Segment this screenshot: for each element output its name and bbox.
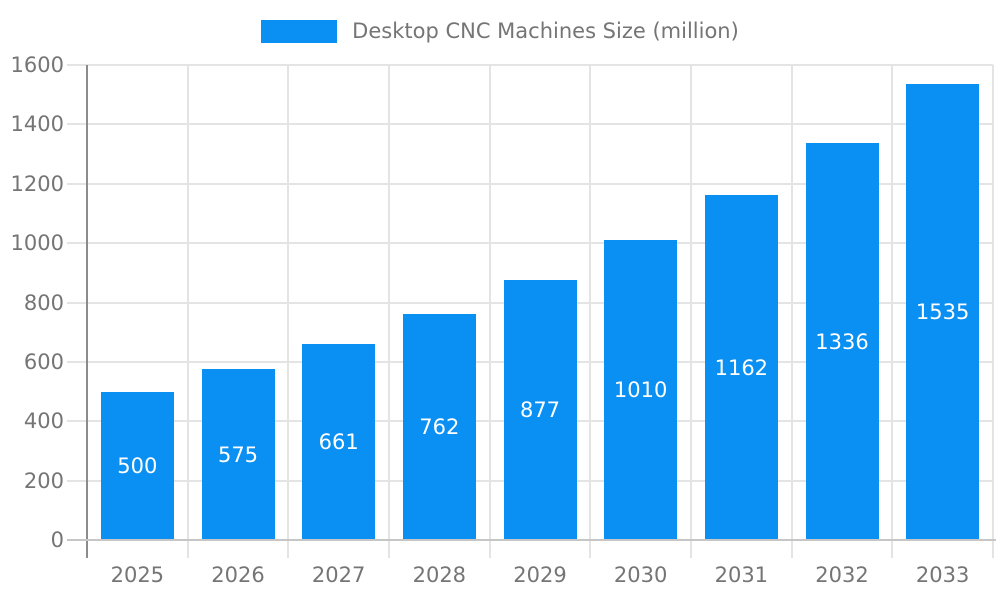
legend-label: Desktop CNC Machines Size (million)	[352, 19, 739, 43]
bar-value-label: 1162	[714, 355, 769, 380]
gridline-v	[891, 65, 894, 558]
bar: 762	[402, 313, 476, 540]
y-tick-label: 800	[23, 290, 64, 315]
gridline-v	[388, 65, 390, 558]
gridline-v	[287, 65, 290, 558]
y-tick-label: 0	[50, 528, 64, 552]
gridline-v	[690, 65, 692, 558]
x-tick-label: 2033	[915, 563, 970, 587]
x-axis-line	[67, 539, 996, 541]
bar: 1535	[906, 84, 980, 540]
bar: 1162	[704, 195, 778, 540]
bar: 661	[302, 343, 376, 540]
gridline-h	[67, 64, 993, 66]
x-tick-label: 2025	[110, 563, 165, 587]
x-tick-label: 2030	[613, 563, 668, 587]
bar: 500	[100, 391, 174, 540]
gridline-h	[67, 182, 993, 185]
y-tick-label: 200	[23, 468, 64, 493]
bar-value-label: 1336	[815, 329, 869, 354]
bar: 1336	[805, 143, 879, 540]
y-tick-label: 1600	[10, 53, 64, 77]
x-tick-label: 2026	[211, 563, 265, 587]
bar: 877	[503, 279, 577, 540]
bar-value-label: 877	[519, 397, 561, 422]
bar-value-label: 575	[217, 442, 259, 467]
bar-value-label: 500	[117, 453, 158, 478]
x-tick-label: 2027	[311, 563, 366, 587]
gridline-h	[67, 123, 993, 126]
bar-value-label: 762	[419, 414, 460, 439]
y-axis-line	[86, 65, 88, 558]
y-tick-label: 400	[23, 409, 64, 434]
x-tick-label: 2032	[815, 563, 869, 587]
gridline-h	[67, 242, 993, 245]
y-tick-label: 600	[23, 349, 64, 374]
bar-value-label: 661	[318, 429, 359, 454]
gridline-v	[186, 65, 189, 558]
bar-value-label: 1010	[613, 378, 668, 403]
y-tick-label: 1000	[10, 231, 64, 256]
legend-swatch	[261, 19, 338, 43]
x-tick-label: 2029	[513, 563, 567, 587]
y-tick-label: 1200	[10, 171, 64, 196]
gridline-v	[790, 65, 793, 558]
x-tick-label: 2031	[714, 563, 769, 587]
bar: 575	[201, 369, 275, 540]
legend: Desktop CNC Machines Size (million)	[0, 17, 1000, 45]
y-tick-label: 1400	[10, 112, 64, 137]
bar: 1010	[604, 240, 678, 540]
bar-value-label: 1535	[915, 300, 970, 325]
x-tick-label: 2028	[412, 563, 467, 587]
gridline-v	[488, 65, 491, 558]
gridline-v	[589, 65, 592, 558]
gridline-v	[992, 65, 994, 558]
